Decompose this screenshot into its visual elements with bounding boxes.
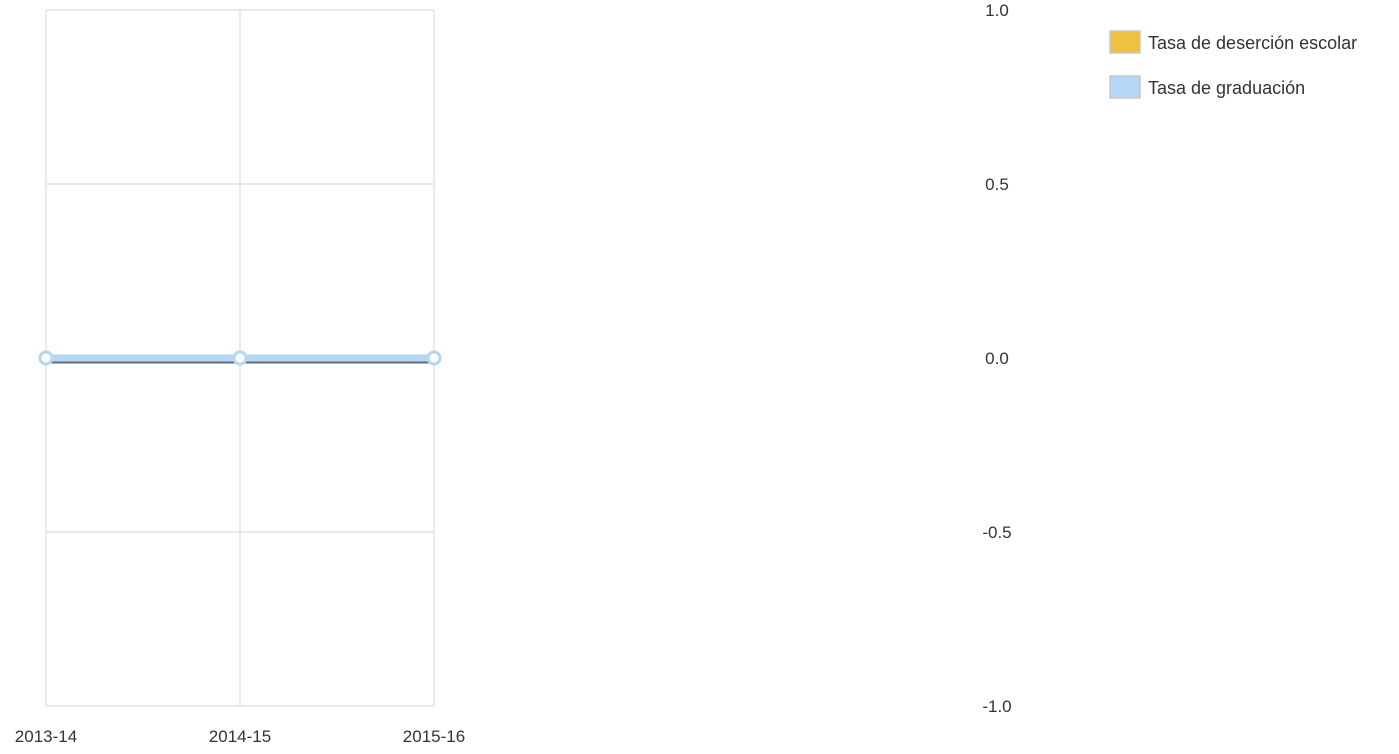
legend-swatch	[1109, 75, 1141, 99]
x-axis-tick-labels: 2013-14 2014-15 2015-16	[15, 727, 465, 746]
x-tick-label: 2015-16	[403, 727, 465, 746]
y-axis-tick-labels: 1.0 0.5 0.0 -0.5 -1.0	[982, 1, 1011, 716]
y-tick-label: 1.0	[985, 1, 1009, 20]
y-tick-label: -1.0	[982, 697, 1011, 716]
x-tick-label: 2014-15	[209, 727, 271, 746]
legend-label: Tasa de graduación	[1148, 78, 1305, 98]
y-tick-label: 0.0	[985, 349, 1009, 368]
data-point[interactable]	[232, 350, 248, 366]
legend: Tasa de deserción escolar Tasa de graduac…	[1109, 30, 1357, 99]
legend-item[interactable]: Tasa de deserción escolar	[1109, 30, 1357, 54]
legend-label: Tasa de deserción escolar	[1148, 33, 1357, 53]
x-tick-label: 2013-14	[15, 727, 77, 746]
data-point[interactable]	[426, 350, 442, 366]
y-tick-label: -0.5	[982, 523, 1011, 542]
series-lines	[38, 350, 442, 366]
legend-item[interactable]: Tasa de graduación	[1109, 75, 1305, 99]
y-tick-label: 0.5	[985, 175, 1009, 194]
legend-swatch	[1109, 30, 1141, 54]
data-point[interactable]	[38, 350, 54, 366]
